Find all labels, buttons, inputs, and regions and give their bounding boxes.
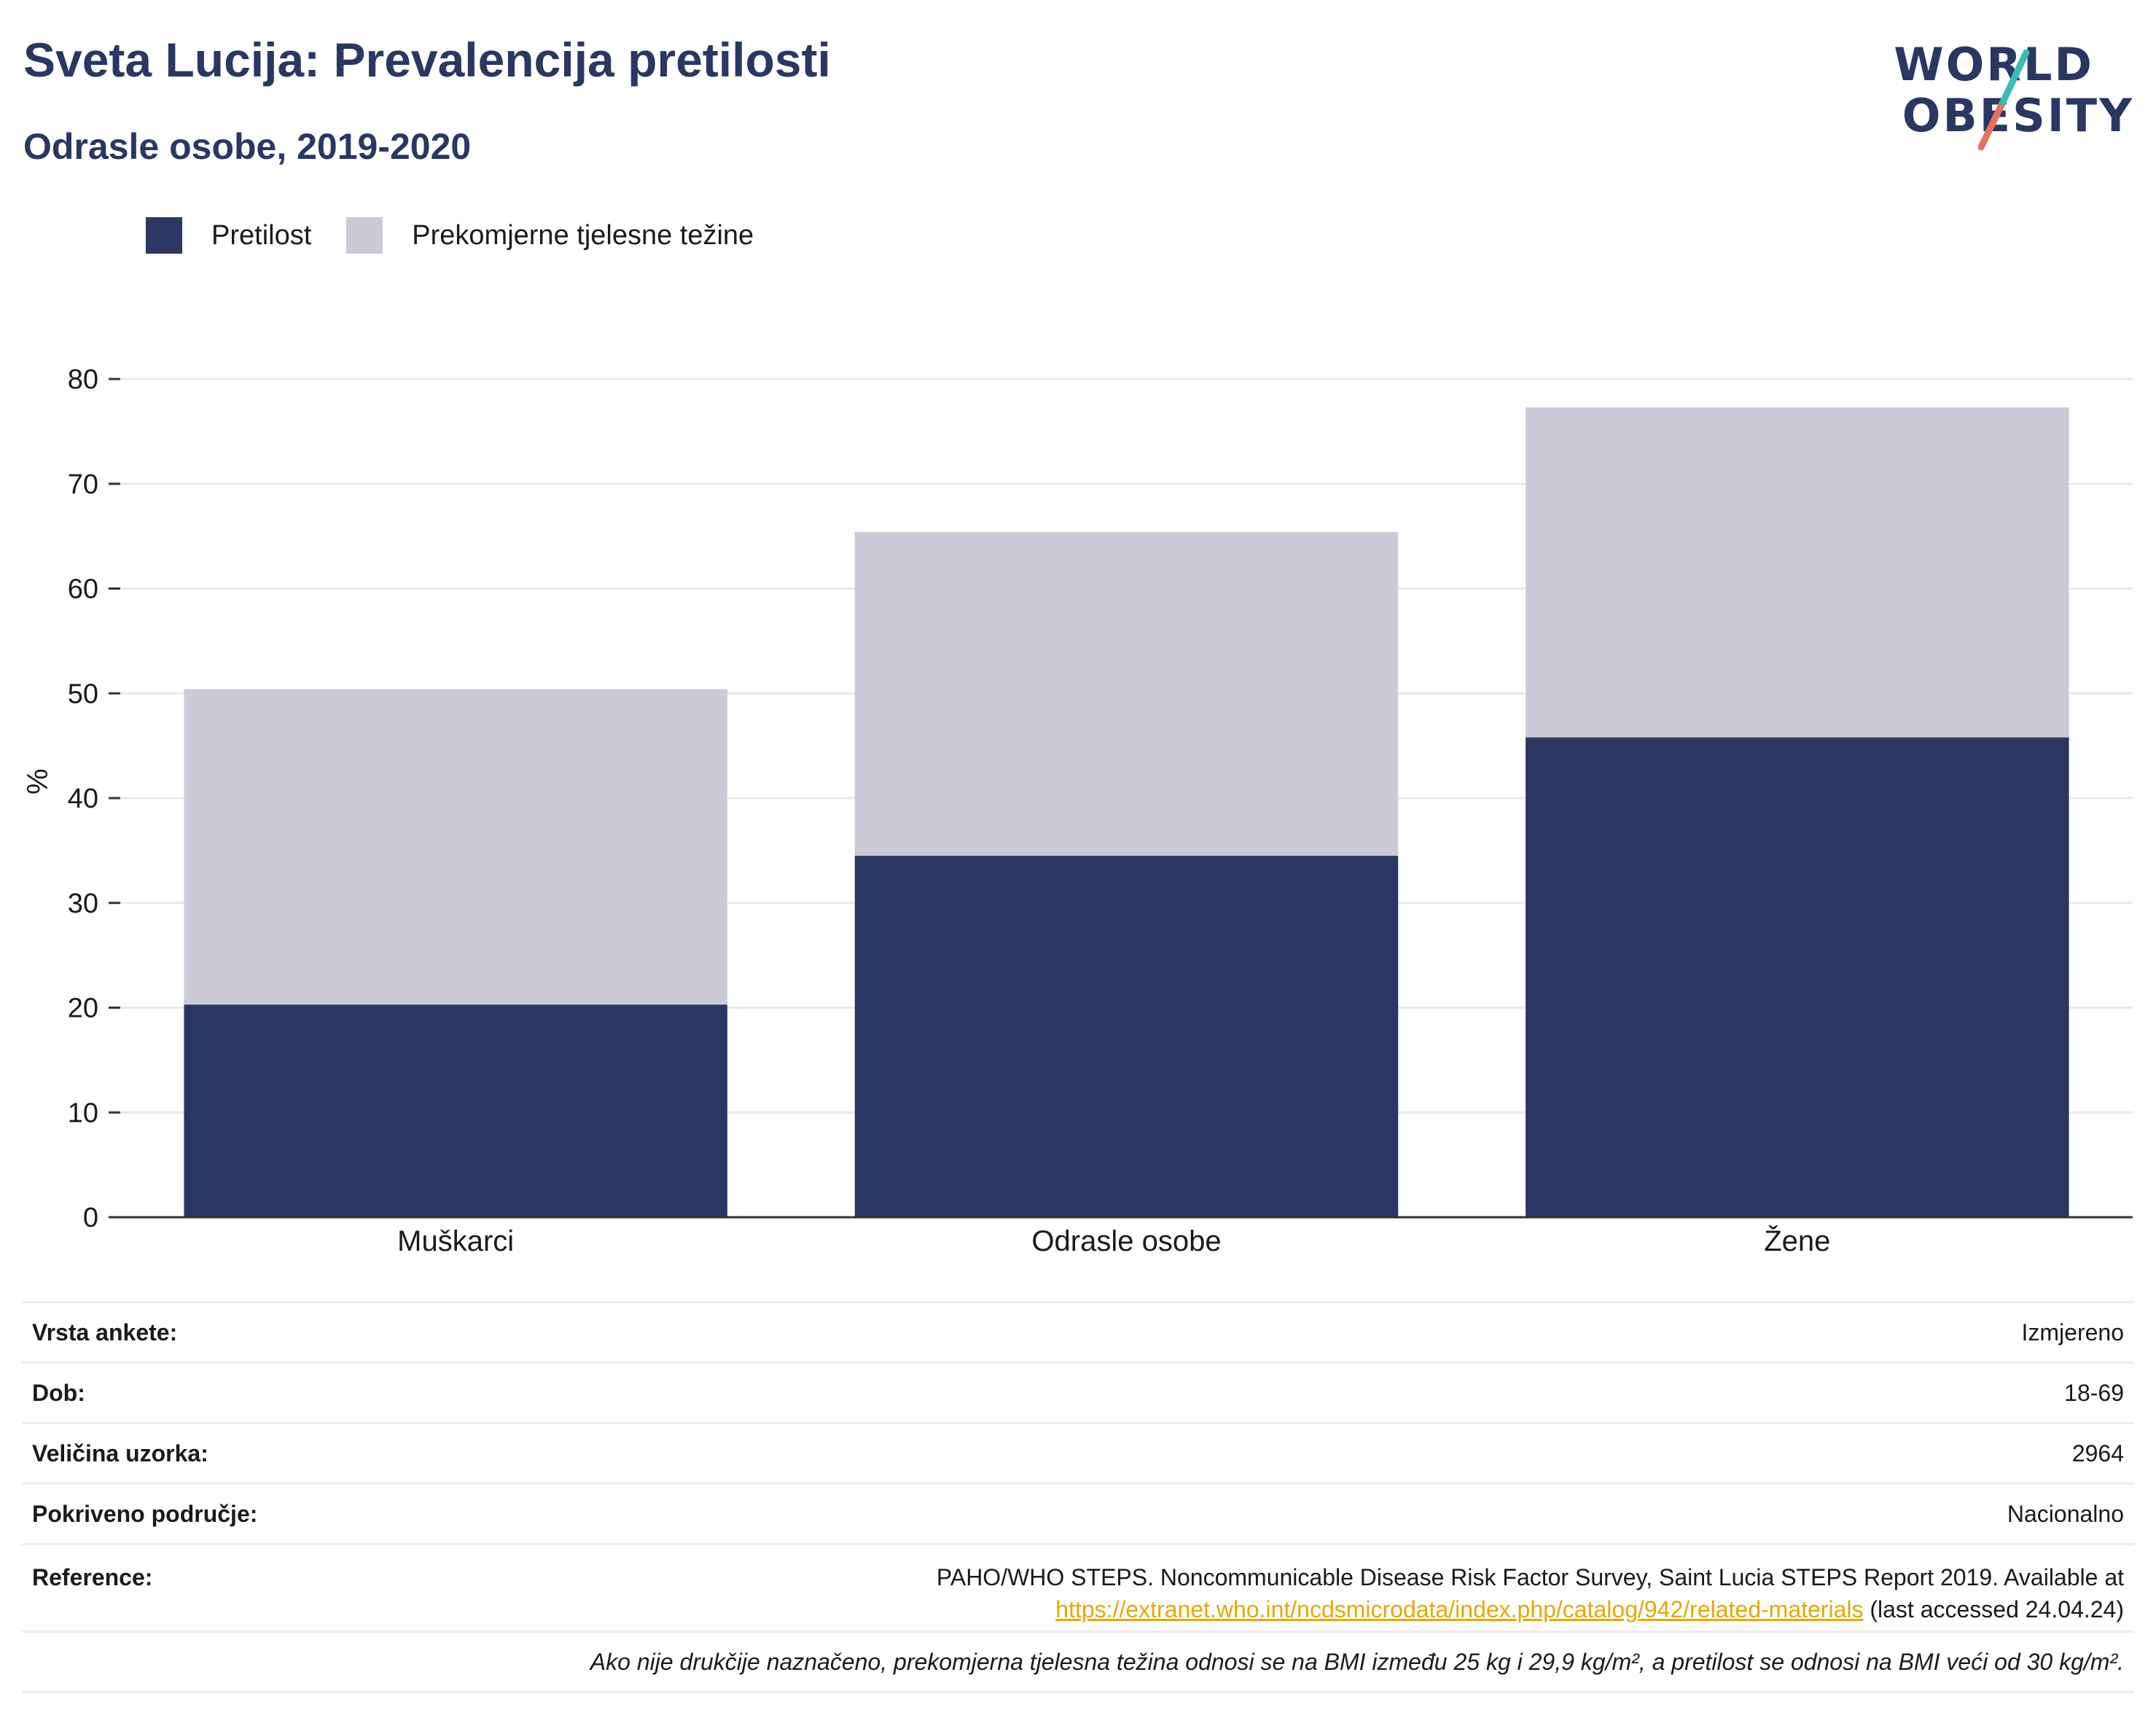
reference-value: PAHO/WHO STEPS. Noncommunicable Disease … — [937, 1561, 2124, 1625]
reference-suffix: (last accessed 24.04.24) — [1863, 1596, 2124, 1622]
info-row-survey-type: Vrsta ankete: Izmjereno — [22, 1301, 2134, 1362]
info-row-area: Pokriveno područje: Nacionalno — [22, 1483, 2134, 1543]
bar-overweight — [1526, 407, 2069, 738]
bar-obesity — [184, 1004, 727, 1217]
logo-slash-icon — [1977, 49, 2030, 151]
chart-subtitle: Odrasle osobe, 2019-2020 — [23, 126, 472, 167]
bmi-definition-note: Ako nije drukčije naznačeno, prekomjerna… — [590, 1649, 2124, 1675]
age-label: Dob: — [32, 1380, 85, 1406]
y-tick-label: 0 — [83, 1203, 98, 1233]
x-tick-label: Muškarci — [397, 1225, 514, 1257]
logo-line-1: WORLD — [1894, 38, 2094, 91]
y-tick-label: 80 — [68, 364, 98, 395]
legend-item-obesity: Pretilost — [146, 217, 311, 254]
sample-size-value: 2964 — [2071, 1440, 2124, 1467]
legend-item-overweight: Prekomjerne tjelesne težine — [346, 217, 754, 254]
coverage-area-label: Pokriveno područje: — [32, 1501, 258, 1527]
sample-size-label: Veličina uzorka: — [32, 1440, 208, 1467]
info-row-reference: Reference: PAHO/WHO STEPS. Noncommunicab… — [22, 1543, 2134, 1630]
y-tick-label: 50 — [68, 679, 98, 709]
logo-line-2: OBESITY — [1902, 89, 2134, 142]
y-tick-label: 60 — [68, 574, 98, 605]
y-tick-label: 30 — [68, 889, 98, 919]
survey-type-label: Vrsta ankete: — [32, 1319, 178, 1346]
bar-overweight — [184, 689, 727, 1005]
coverage-area-value: Nacionalno — [2007, 1501, 2124, 1527]
legend-swatch-obesity — [146, 217, 182, 254]
y-tick-label: 10 — [68, 1098, 98, 1128]
chart-legend: Pretilost Prekomjerne tjelesne težine — [146, 217, 789, 254]
chart-title: Sveta Lucija: Prevalencija pretilosti — [23, 33, 831, 87]
info-row-age: Dob: 18-69 — [22, 1362, 2134, 1422]
x-tick-label: Žene — [1764, 1225, 1830, 1257]
y-tick-label: 20 — [68, 993, 98, 1024]
bar-obesity — [854, 856, 1399, 1217]
reference-text: PAHO/WHO STEPS. Noncommunicable Disease … — [936, 1564, 2124, 1590]
reference-label: Reference: — [32, 1564, 153, 1590]
stacked-bar-chart: 0 10 20 30 40 50 60 70 80 Muškarci Odrasle osobe Že… — [68, 364, 2133, 1257]
bar-overweight — [854, 531, 1399, 856]
legend-label-obesity: Pretilost — [211, 219, 312, 251]
legend-swatch-overweight — [346, 217, 383, 254]
info-row-note: Ako nije drukčije naznačeno, prekomjerna… — [22, 1630, 2134, 1693]
legend-label-overweight: Prekomjerne tjelesne težine — [412, 219, 754, 251]
y-tick-label: 70 — [68, 469, 98, 500]
bar-obesity — [1526, 737, 2069, 1217]
age-value: 18-69 — [2064, 1380, 2124, 1406]
y-tick-label: 40 — [68, 784, 98, 814]
world-obesity-logo: WORLD OBESITY — [1894, 22, 2134, 160]
reference-link[interactable]: https://extranet.who.int/ncdsmicrodata/i… — [1055, 1596, 1864, 1622]
x-tick-label: Odrasle osobe — [1031, 1225, 1221, 1257]
info-row-sample: Veličina uzorka: 2964 — [22, 1422, 2134, 1483]
survey-type-value: Izmjereno — [2021, 1319, 2125, 1346]
survey-info-table: Vrsta ankete: Izmjereno Dob: 18-69 Velič… — [22, 1301, 2134, 1693]
